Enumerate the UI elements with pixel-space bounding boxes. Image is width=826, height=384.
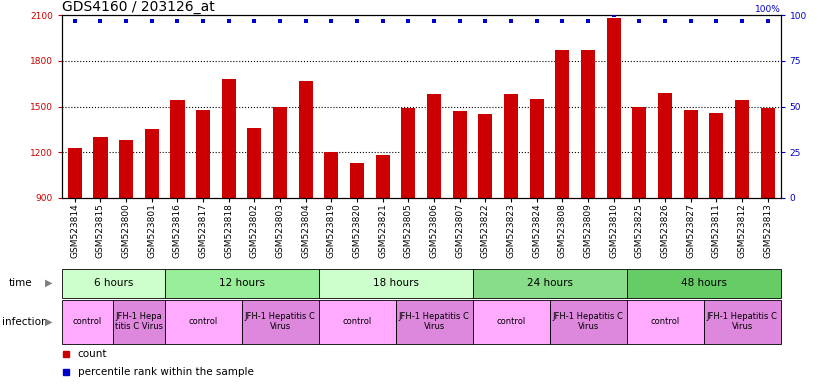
Bar (529, 99, 544, 198)
Bar (684, 109, 698, 198)
Text: GDS4160 / 203126_at: GDS4160 / 203126_at (62, 0, 215, 14)
Bar (119, 140, 133, 198)
Text: percentile rank within the sample: percentile rank within the sample (78, 366, 254, 377)
Bar (325, 152, 339, 198)
Bar (735, 101, 749, 198)
Bar (93, 137, 107, 198)
Bar (247, 128, 262, 198)
Text: JFH-1 Hepa
titis C Virus: JFH-1 Hepa titis C Virus (115, 312, 163, 331)
Bar (472, 269, 627, 298)
Bar (350, 163, 364, 198)
Bar (606, 18, 621, 198)
Bar (472, 300, 549, 344)
Bar (299, 81, 313, 198)
Bar (627, 300, 704, 344)
Bar (170, 101, 184, 198)
Bar (145, 129, 159, 198)
Text: 48 hours: 48 hours (681, 278, 727, 288)
Text: JFH-1 Hepatitis C
Virus: JFH-1 Hepatitis C Virus (706, 312, 777, 331)
Bar (62, 269, 164, 298)
Bar (319, 300, 396, 344)
Bar (401, 108, 415, 198)
Text: control: control (496, 317, 525, 326)
Bar (396, 300, 472, 344)
Bar (376, 155, 390, 198)
Bar (704, 300, 781, 344)
Text: JFH-1 Hepatitis C
Virus: JFH-1 Hepatitis C Virus (553, 312, 624, 331)
Text: control: control (343, 317, 372, 326)
Bar (549, 300, 627, 344)
Bar (68, 147, 82, 198)
Bar (710, 113, 724, 198)
Bar (581, 50, 596, 198)
Bar (196, 109, 210, 198)
Bar (273, 107, 287, 198)
Bar (658, 93, 672, 198)
Bar (241, 300, 319, 344)
Bar (504, 94, 518, 198)
Text: time: time (8, 278, 32, 288)
Text: control: control (73, 317, 102, 326)
Bar (478, 114, 492, 198)
Text: control: control (188, 317, 218, 326)
Text: ▶: ▶ (45, 316, 52, 327)
Bar (555, 50, 569, 198)
Text: control: control (650, 317, 680, 326)
Bar (319, 269, 472, 298)
Text: 12 hours: 12 hours (219, 278, 264, 288)
Text: 24 hours: 24 hours (527, 278, 572, 288)
Bar (113, 300, 164, 344)
Text: count: count (78, 349, 107, 359)
Bar (427, 94, 441, 198)
Text: JFH-1 Hepatitis C
Virus: JFH-1 Hepatitis C Virus (399, 312, 469, 331)
Text: infection: infection (2, 316, 48, 327)
Text: JFH-1 Hepatitis C
Virus: JFH-1 Hepatitis C Virus (244, 312, 316, 331)
Text: 18 hours: 18 hours (373, 278, 419, 288)
Bar (633, 107, 647, 198)
Bar (761, 108, 775, 198)
Text: 6 hours: 6 hours (93, 278, 133, 288)
Bar (627, 269, 781, 298)
Text: 100%: 100% (755, 5, 781, 13)
Bar (164, 300, 241, 344)
Bar (164, 269, 319, 298)
Bar (221, 79, 236, 198)
Text: ▶: ▶ (45, 278, 52, 288)
Bar (62, 300, 113, 344)
Bar (453, 111, 467, 198)
